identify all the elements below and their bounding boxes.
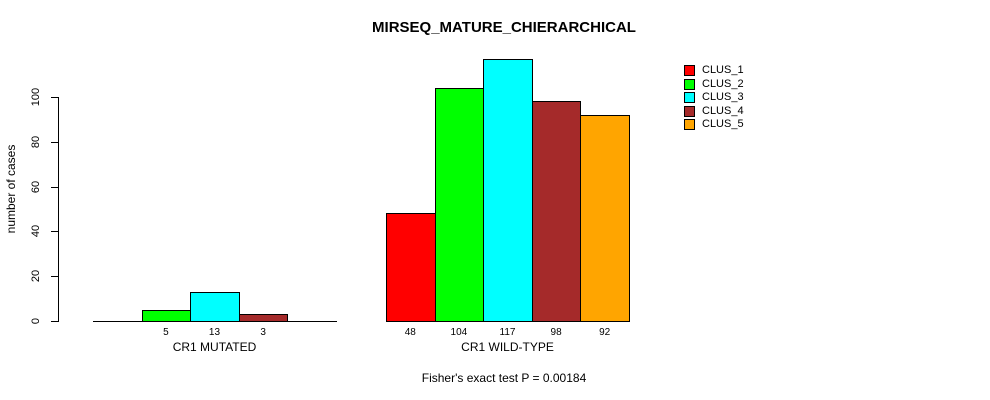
y-tick-label: 100 — [30, 87, 42, 107]
bar-value-label: 3 — [260, 327, 266, 338]
bar-value-label: 117 — [499, 327, 516, 338]
legend-swatch — [684, 92, 695, 103]
legend-label: CLUS_3 — [702, 91, 744, 103]
bar-clus-5 — [287, 321, 337, 322]
y-tick-label: 80 — [30, 135, 42, 149]
y-tick-label: 0 — [30, 317, 42, 325]
legend-item: CLUS_2 — [684, 77, 744, 90]
bar-value-label: 48 — [404, 327, 416, 338]
bar-clus-2 — [141, 310, 192, 322]
stat-annotation: Fisher's exact test P = 0.00184 — [421, 371, 587, 385]
legend-label: CLUS_5 — [702, 118, 744, 130]
bar-clus-4 — [238, 314, 289, 322]
chart-title: MIRSEQ_MATURE_CHIERARCHICAL — [372, 19, 636, 36]
bar-clus-3 — [190, 292, 240, 322]
y-axis-tick — [51, 187, 58, 188]
bar-clus-1 — [93, 321, 143, 322]
y-tick-label: 20 — [30, 269, 42, 283]
bar-value-label: 5 — [163, 327, 169, 338]
y-axis-tick — [51, 276, 58, 277]
bar-clus-3 — [483, 59, 533, 322]
legend-swatch — [684, 119, 695, 130]
bar-clus-1 — [386, 213, 436, 322]
y-axis-tick — [51, 142, 58, 143]
group-label: CR1 MUTATED — [172, 340, 257, 354]
bar-clus-4 — [531, 101, 582, 322]
legend-swatch — [684, 65, 695, 76]
y-tick-label: 40 — [30, 224, 42, 238]
legend-label: CLUS_2 — [702, 77, 744, 90]
bar-clus-5 — [580, 115, 630, 322]
legend-item: CLUS_3 — [684, 92, 744, 103]
bar-value-label: 13 — [208, 327, 221, 338]
y-axis-tick — [51, 97, 58, 98]
bar-value-label: 98 — [550, 327, 562, 338]
legend-item: CLUS_5 — [684, 119, 744, 130]
legend-swatch — [684, 105, 695, 117]
y-tick-label: 60 — [30, 180, 42, 194]
y-axis-line — [58, 97, 59, 322]
y-axis-tick — [51, 231, 58, 232]
bar-value-label: 104 — [450, 327, 468, 338]
legend-label: CLUS_4 — [702, 104, 744, 117]
legend-item: CLUS_1 — [684, 65, 744, 76]
group-label: CR1 WILD-TYPE — [461, 340, 554, 354]
legend-label: CLUS_1 — [702, 64, 744, 76]
y-axis-tick — [51, 321, 58, 322]
legend-item: CLUS_4 — [684, 104, 744, 117]
legend-swatch — [684, 78, 695, 90]
bar-value-label: 92 — [599, 327, 611, 338]
legend: CLUS_1 CLUS_2 CLUS_3 CLUS_4 CLUS_5 — [684, 65, 744, 133]
bar-clus-2 — [434, 88, 485, 322]
